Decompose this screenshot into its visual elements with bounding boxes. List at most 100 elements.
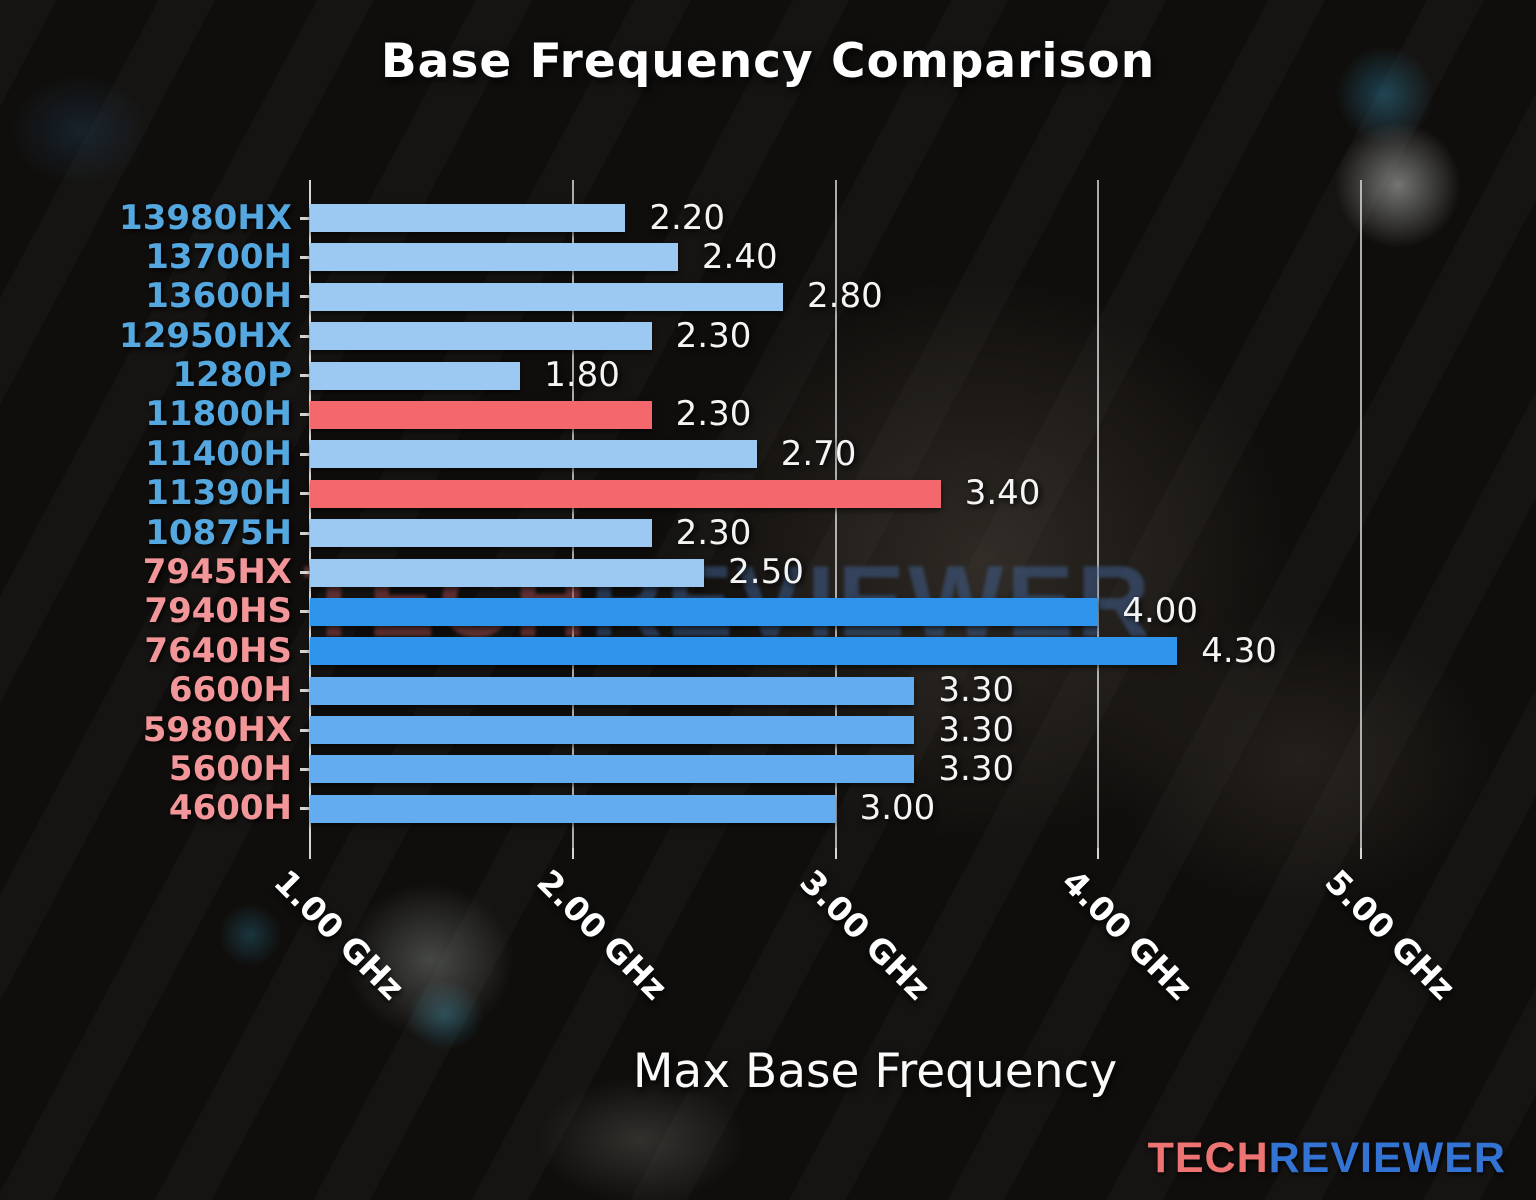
bar-row: 6600H 3.30 xyxy=(169,670,1440,711)
bar xyxy=(310,479,941,508)
bar-row: 5980HX 3.30 xyxy=(143,709,1440,750)
category-label: 11800H xyxy=(145,394,292,435)
bar-row: 7640HS 4.30 xyxy=(144,630,1440,671)
bar xyxy=(310,322,652,351)
category-label: 7640HS xyxy=(144,630,292,671)
logo-tech: TECH xyxy=(1147,1134,1269,1182)
bar-value-label: 2.30 xyxy=(675,512,752,553)
bar-value-label: 3.30 xyxy=(938,709,1015,750)
bar xyxy=(310,361,521,390)
x-tick-label: 1.00 GHz xyxy=(266,862,412,1008)
bar-value-label: 3.40 xyxy=(964,473,1041,514)
y-tick-mark xyxy=(300,649,310,653)
bar xyxy=(310,558,705,587)
bar xyxy=(310,755,915,784)
bar xyxy=(310,243,678,272)
bar-value-label: 2.70 xyxy=(780,433,857,474)
techreviewer-logo: TECHREVIEWER xyxy=(1148,1134,1506,1183)
bar-row: 13980HX 2.20 xyxy=(119,197,1440,238)
x-tick-label: 5.00 GHz xyxy=(1317,862,1464,1008)
bar-value-label: 3.00 xyxy=(859,788,936,829)
category-label: 7945HX xyxy=(142,552,292,593)
x-tick-mark xyxy=(309,848,311,859)
category-label: 6600H xyxy=(168,670,292,711)
bar-value-label: 3.30 xyxy=(938,670,1015,711)
y-tick-mark xyxy=(300,374,310,378)
gridline xyxy=(571,180,574,848)
bar xyxy=(310,597,1099,626)
bar-value-label: 2.20 xyxy=(649,197,726,238)
bar xyxy=(310,400,652,429)
bars-layer: 13980HX 2.20 13700H 2.40 13600H 2.80 12950HX 2.… xyxy=(119,197,1440,829)
bar-row: 13700H 2.40 xyxy=(145,236,1440,277)
bar-row: 1280P 1.80 xyxy=(172,355,1440,396)
y-tick-mark xyxy=(300,334,310,338)
y-tick-mark xyxy=(300,452,310,456)
y-tick-mark xyxy=(300,571,310,575)
y-tick-mark xyxy=(300,413,310,417)
x-axis-label: Max Base Frequency xyxy=(632,1044,1118,1099)
y-tick-mark xyxy=(300,531,310,535)
bar xyxy=(310,637,1178,666)
y-tick-mark xyxy=(300,807,310,811)
gridline xyxy=(1360,180,1363,848)
category-label: 12950HX xyxy=(119,315,292,356)
bar xyxy=(310,282,784,311)
bar-value-label: 2.50 xyxy=(728,552,804,593)
category-label: 11390H xyxy=(145,473,292,514)
bar-value-label: 3.30 xyxy=(938,748,1015,789)
y-tick-mark xyxy=(300,492,310,496)
bar-row: 11400H 2.70 xyxy=(145,433,1440,474)
bar-row: 5600H 3.30 xyxy=(169,748,1440,789)
bar xyxy=(310,204,626,232)
y-tick-mark xyxy=(300,216,310,220)
gridline xyxy=(309,180,311,848)
bar-row: 13600H 2.80 xyxy=(145,276,1440,317)
category-label: 13980HX xyxy=(119,197,292,238)
gridline xyxy=(834,180,837,848)
x-tick-label: 4.00 GHz xyxy=(1054,862,1201,1008)
bar xyxy=(310,716,915,745)
category-label: 5980HX xyxy=(142,709,292,750)
bar-value-label: 1.80 xyxy=(544,355,620,396)
bar-row: 11390H 3.40 xyxy=(145,473,1440,514)
bar xyxy=(310,676,915,705)
x-tick-mark xyxy=(834,848,837,859)
plot-area xyxy=(309,180,1440,859)
x-tick-label: 2.00 GHz xyxy=(529,862,675,1008)
bar xyxy=(310,440,757,469)
category-label: 10875H xyxy=(145,512,292,553)
bar-value-label: 2.30 xyxy=(675,315,752,356)
bar xyxy=(310,519,652,548)
bar-row: 7945HX 2.50 xyxy=(143,552,1440,593)
bar-row: 11800H 2.30 xyxy=(145,394,1440,434)
x-tick-mark xyxy=(1097,848,1100,859)
y-tick-mark xyxy=(300,610,310,614)
category-label: 4600H xyxy=(168,788,292,829)
bar-row: 10875H 2.30 xyxy=(145,512,1440,553)
x-tick-label: 3.00 GHz xyxy=(792,862,938,1008)
category-label: 1280P xyxy=(172,355,292,396)
x-tick-mark xyxy=(1360,848,1363,859)
y-tick-mark xyxy=(300,767,310,771)
bar-row: 4600H 3.00 xyxy=(169,788,1440,829)
category-label: 13700H xyxy=(145,236,292,277)
y-tick-mark xyxy=(300,728,310,732)
y-tick-mark xyxy=(300,689,310,693)
category-label: 5600H xyxy=(168,748,292,789)
y-tick-mark xyxy=(300,255,310,259)
category-label: 13600H xyxy=(145,276,292,317)
chart-title: Base Frequency Comparison xyxy=(380,34,1156,89)
category-label: 11400H xyxy=(145,433,292,474)
y-tick-mark xyxy=(300,295,310,299)
bar-row: 12950HX 2.30 xyxy=(119,315,1440,356)
bar-value-label: 2.80 xyxy=(807,276,883,317)
gridline xyxy=(1097,180,1100,848)
category-label: 7940HS xyxy=(144,591,292,632)
bar-value-label: 2.40 xyxy=(701,236,778,277)
x-tick-mark xyxy=(571,848,574,859)
bar-value-label: 4.30 xyxy=(1201,630,1277,671)
bar-value-label: 4.00 xyxy=(1122,591,1199,632)
logo-reviewer: REVIEWER xyxy=(1268,1134,1506,1182)
